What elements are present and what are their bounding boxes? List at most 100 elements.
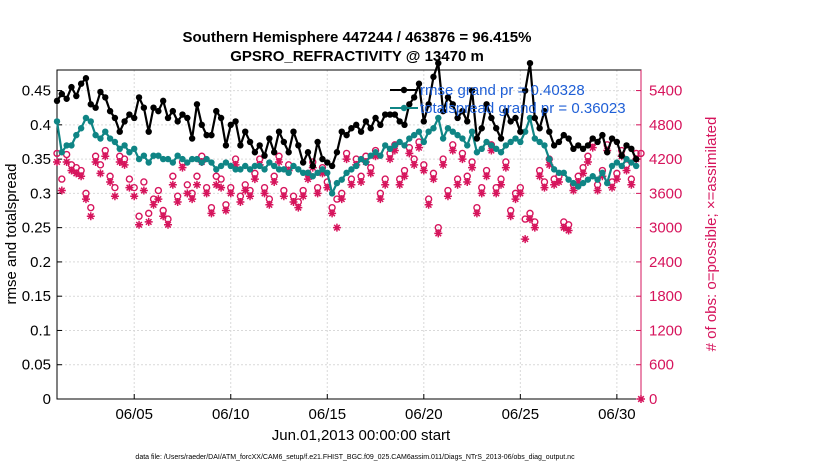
totalspread-point-89 bbox=[483, 138, 490, 146]
totalspread-point-110 bbox=[584, 176, 592, 183]
left-tick-label-4: 0.2 bbox=[30, 254, 51, 271]
rmse-point-47 bbox=[280, 138, 288, 146]
rmse-point-112 bbox=[594, 138, 601, 146]
obs-assimilated-point-110 bbox=[583, 157, 592, 166]
obs-assimilated-point-0 bbox=[53, 157, 61, 166]
obs-assimilated-point-45 bbox=[270, 177, 279, 186]
totalspread-point-46 bbox=[275, 166, 283, 173]
rmse-point-45 bbox=[270, 149, 278, 156]
totalspread-point-57 bbox=[328, 190, 336, 197]
totalspread-point-52 bbox=[304, 169, 312, 177]
left-tick-label-5: 0.25 bbox=[22, 220, 51, 237]
totalspread-point-117 bbox=[618, 162, 625, 170]
totalspread-point-45 bbox=[270, 162, 278, 170]
totalspread-point-39 bbox=[242, 162, 249, 170]
totalspread-point-65 bbox=[367, 152, 374, 159]
x-axis-label: Jun.01,2013 00:00:00 start bbox=[272, 427, 451, 444]
obs-assimilated-point-18 bbox=[139, 186, 148, 195]
rmse-point-16 bbox=[131, 114, 138, 122]
totalspread-point-94 bbox=[507, 138, 514, 146]
totalspread-point-1 bbox=[58, 149, 66, 156]
totalspread-point-100 bbox=[536, 138, 543, 146]
totalspread-point-72 bbox=[401, 142, 408, 149]
obs-assimilated-point-25 bbox=[173, 197, 182, 206]
rmse-point-94 bbox=[507, 118, 514, 125]
obs-assimilated-point-89 bbox=[482, 172, 491, 181]
obs-assimilated-point-38 bbox=[236, 197, 245, 206]
rmse-point-64 bbox=[362, 118, 370, 125]
totalspread-point-25 bbox=[174, 152, 181, 159]
totalspread-point-88 bbox=[478, 145, 485, 153]
rmse-point-77 bbox=[425, 101, 432, 108]
totalspread-point-75 bbox=[415, 128, 423, 135]
x-tick-label-5: 06/30 bbox=[598, 406, 636, 423]
rmse-point-118 bbox=[623, 142, 630, 149]
obs-assimilated-point-108 bbox=[574, 177, 583, 186]
obs-assimilated-point-78 bbox=[429, 175, 438, 184]
rmse-point-23 bbox=[164, 114, 172, 122]
obs-possible-point-12 bbox=[111, 183, 119, 192]
rmse-point-75 bbox=[415, 80, 423, 87]
rmse-point-5 bbox=[77, 80, 85, 87]
rmse-point-98 bbox=[526, 59, 534, 67]
obs-assimilated-point-16 bbox=[130, 192, 139, 201]
totalspread-point-33 bbox=[213, 166, 220, 173]
rmse-point-29 bbox=[193, 101, 201, 108]
obs-possible-point-18 bbox=[140, 178, 148, 186]
totalspread-point-68 bbox=[381, 142, 389, 149]
rmse-point-8 bbox=[92, 104, 99, 111]
rmse-point-65 bbox=[367, 125, 374, 132]
totalspread-point-76 bbox=[420, 138, 428, 146]
obs-assimilated-point-2 bbox=[62, 157, 71, 166]
rmse-point-32 bbox=[208, 131, 215, 139]
totalspread-point-119 bbox=[628, 159, 635, 166]
rmse-point-53 bbox=[309, 162, 317, 170]
rmse-point-49 bbox=[290, 128, 297, 135]
left-tick-label-8: 0.4 bbox=[30, 117, 51, 134]
right-y-axis-label: # of obs: o=possible; ×=assimilated bbox=[703, 117, 720, 352]
obs-assimilated-point-8 bbox=[91, 157, 100, 166]
rmse-point-12 bbox=[111, 114, 119, 122]
obs-assimilated-point-21 bbox=[154, 195, 163, 204]
totalspread-point-51 bbox=[299, 169, 307, 177]
rmse-point-34 bbox=[217, 114, 225, 122]
obs-assimilated-point-67 bbox=[376, 195, 385, 204]
totalspread-point-73 bbox=[406, 135, 413, 142]
rmse-point-60 bbox=[343, 131, 350, 139]
obs-assimilated-point-47 bbox=[279, 192, 288, 201]
obs-assimilated-point-90 bbox=[487, 146, 496, 155]
totalspread-point-43 bbox=[261, 166, 268, 173]
totalspread-point-17 bbox=[135, 155, 143, 163]
obs-assimilated-point-34 bbox=[217, 183, 226, 192]
rmse-point-27 bbox=[184, 114, 191, 122]
obs-assimilated-point-68 bbox=[381, 180, 390, 189]
obs-assimilated-point-23 bbox=[164, 220, 173, 229]
obs-assimilated-point-26 bbox=[178, 163, 187, 172]
totalspread-point-103 bbox=[550, 166, 558, 173]
rmse-point-62 bbox=[353, 121, 360, 129]
obs-assimilated-point-100 bbox=[535, 172, 544, 181]
totalspread-point-44 bbox=[266, 159, 273, 166]
obs-assimilated-point-118 bbox=[622, 166, 631, 175]
rmse-point-105 bbox=[560, 131, 567, 139]
rmse-point-41 bbox=[251, 149, 259, 156]
rmse-point-93 bbox=[502, 107, 510, 115]
totalspread-point-16 bbox=[131, 145, 138, 153]
obs-assimilated-point-96 bbox=[516, 189, 525, 198]
totalspread-point-104 bbox=[555, 169, 563, 177]
obs-assimilated-point-14 bbox=[120, 160, 129, 169]
rmse-point-68 bbox=[381, 111, 389, 118]
totalspread-point-42 bbox=[256, 162, 263, 170]
obs-assimilated-point-20 bbox=[149, 200, 158, 209]
obs-assimilated-point-93 bbox=[501, 163, 510, 172]
rmse-point-40 bbox=[246, 138, 254, 146]
rmse-point-42 bbox=[256, 142, 263, 149]
obs-assimilated-point-35 bbox=[221, 206, 230, 215]
x-ticks: 06/05 06/10 06/15 06/20 06/25 06/30 bbox=[115, 394, 636, 423]
obs-assimilated-point-85 bbox=[463, 177, 472, 186]
totalspread-point-115 bbox=[608, 162, 616, 170]
obs-assimilated-point-56 bbox=[323, 183, 332, 192]
rmse-point-100 bbox=[536, 125, 543, 132]
right-tick-label-5: 3000 bbox=[649, 220, 682, 237]
rmse-point-99 bbox=[531, 114, 539, 122]
